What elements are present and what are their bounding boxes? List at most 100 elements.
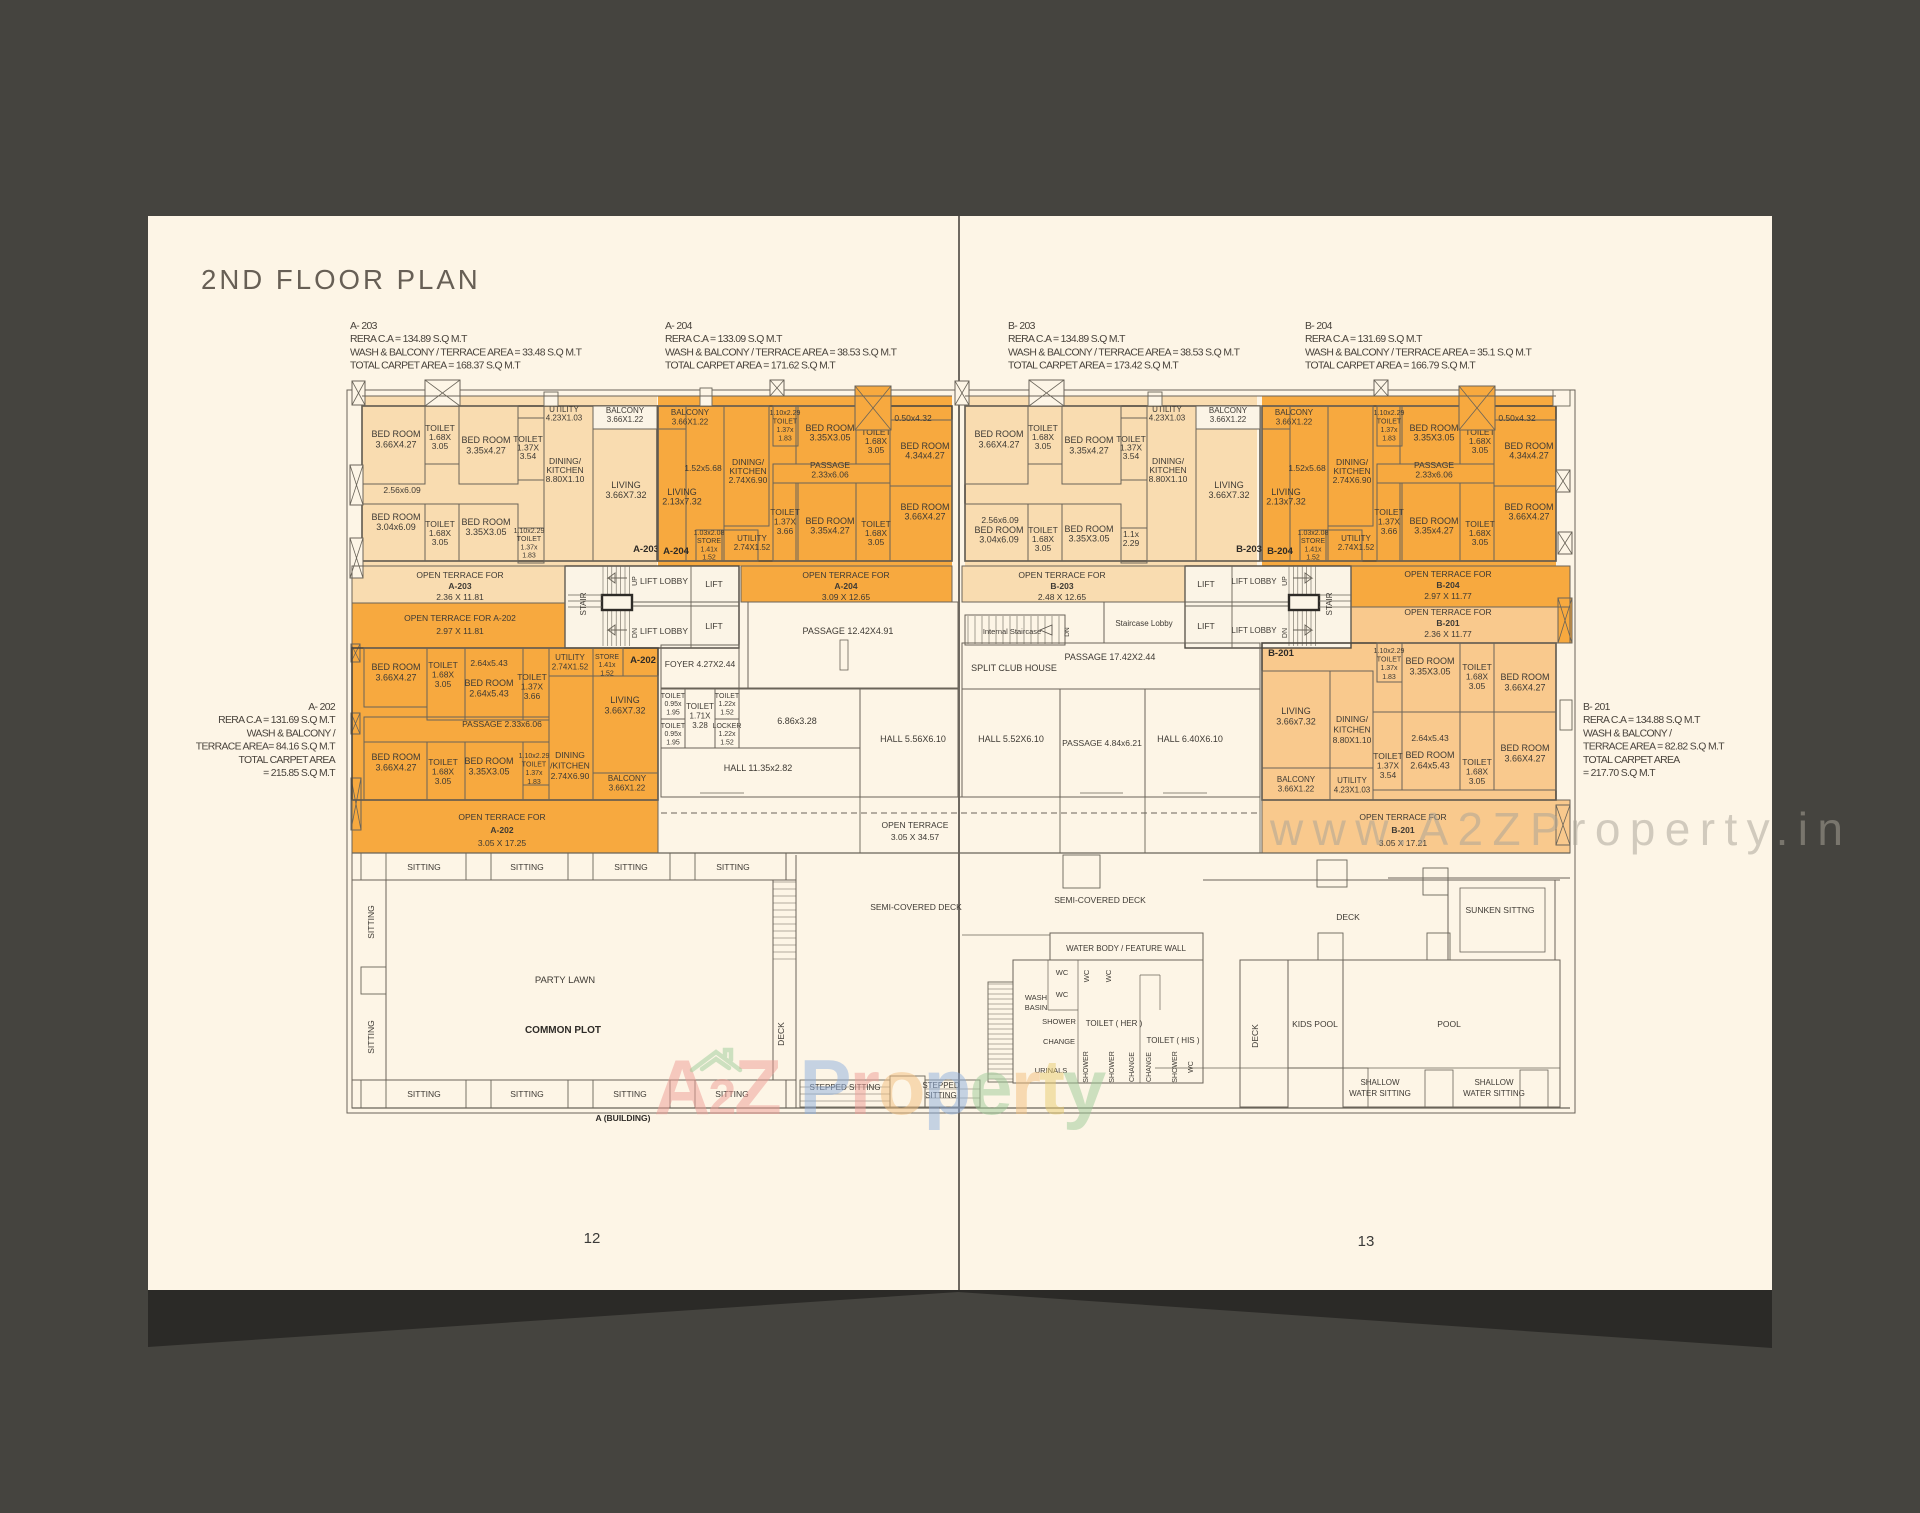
svg-text:2.36 X 11.77: 2.36 X 11.77 (1424, 629, 1472, 639)
svg-text:1.83: 1.83 (522, 553, 536, 560)
svg-text:TOILET: TOILET (1465, 427, 1495, 437)
svg-text:3.35X3.05: 3.35X3.05 (465, 527, 506, 537)
svg-text:TOILET: TOILET (715, 693, 740, 700)
svg-text:3.05: 3.05 (1469, 681, 1486, 691)
svg-text:3.66: 3.66 (777, 526, 794, 536)
svg-text:A-204: A-204 (834, 581, 857, 591)
svg-text:1.68X: 1.68X (432, 767, 455, 777)
svg-text:OPEN TERRACE FOR: OPEN TERRACE FOR (1404, 607, 1491, 617)
svg-text:3.35X3.05: 3.35X3.05 (1068, 534, 1109, 544)
svg-text:1.68X: 1.68X (865, 528, 888, 538)
svg-text:UTILITY: UTILITY (549, 405, 579, 414)
svg-text:TOTAL CARPET AREA = 166.79 S.Q: TOTAL CARPET AREA = 166.79 S.Q M.T (1305, 361, 1476, 372)
svg-text:OPEN TERRACE: OPEN TERRACE (882, 820, 949, 830)
svg-text:= 217.70 S.Q M.T: = 217.70 S.Q M.T (1583, 768, 1656, 779)
svg-text:B-201: B-201 (1268, 648, 1295, 659)
svg-text:OPEN TERRACE FOR A-202: OPEN TERRACE FOR A-202 (404, 613, 516, 623)
svg-text:2.56x6.09: 2.56x6.09 (383, 485, 421, 495)
svg-text:WC: WC (1056, 968, 1069, 977)
svg-text:3.05: 3.05 (432, 537, 449, 547)
svg-text:LOCKER: LOCKER (713, 723, 742, 730)
svg-text:1.37X: 1.37X (521, 682, 544, 692)
svg-text:TOILET: TOILET (428, 757, 458, 767)
svg-text:A-202: A-202 (630, 655, 656, 666)
svg-text:WASH & BALCONY / TERRACE AREA: WASH & BALCONY / TERRACE AREA = 33.48 S.… (350, 347, 583, 358)
svg-text:3.66X4.27: 3.66X4.27 (375, 763, 416, 773)
svg-text:UTILITY: UTILITY (1337, 776, 1367, 785)
svg-text:KITCHEN: KITCHEN (1149, 465, 1186, 475)
svg-text:PASSAGE 4.84x6.21: PASSAGE 4.84x6.21 (1062, 738, 1142, 748)
svg-text:www.A2ZProperty.in: www.A2ZProperty.in (1269, 803, 1843, 855)
svg-text:BED ROOM: BED ROOM (900, 502, 949, 512)
svg-text:TOILET: TOILET (1028, 423, 1058, 433)
svg-text:3.66X4.27: 3.66X4.27 (1504, 683, 1545, 693)
svg-text:1.03x2.08: 1.03x2.08 (1298, 530, 1329, 537)
svg-text:1.68X: 1.68X (432, 670, 455, 680)
svg-text:BASIN: BASIN (1025, 1003, 1048, 1012)
svg-text:3.04x6.09: 3.04x6.09 (376, 522, 416, 532)
svg-text:TOTAL CARPET AREA = 168.37 S.Q: TOTAL CARPET AREA = 168.37 S.Q M.T (350, 361, 521, 372)
svg-text:Staircase Lobby: Staircase Lobby (1115, 619, 1172, 628)
svg-text:TERRACE AREA= 84.16 S.Q M.T: TERRACE AREA= 84.16 S.Q M.T (196, 742, 337, 753)
svg-text:BALCONY: BALCONY (671, 408, 710, 417)
svg-text:1.1x: 1.1x (1123, 529, 1140, 539)
svg-text:RERA C.A = 131.69 S.Q M.T: RERA C.A = 131.69 S.Q M.T (1305, 334, 1423, 345)
svg-text:0.50x4.32: 0.50x4.32 (894, 413, 932, 423)
svg-text:DINING/: DINING/ (1336, 714, 1369, 724)
svg-text:BED ROOM: BED ROOM (1504, 441, 1553, 451)
svg-text:B-204: B-204 (1267, 546, 1294, 557)
svg-text:3.05: 3.05 (1472, 445, 1489, 455)
svg-text:RERA C.A = 131.69 S.Q M.T: RERA C.A = 131.69 S.Q M.T (218, 715, 336, 726)
svg-text:2.97 X 11.77: 2.97 X 11.77 (1424, 591, 1472, 601)
svg-text:TOILET: TOILET (513, 434, 543, 444)
svg-text:1.37x: 1.37x (1380, 427, 1398, 434)
svg-text:SHOWER: SHOWER (1083, 1051, 1090, 1083)
svg-text:BED ROOM: BED ROOM (1504, 502, 1553, 512)
svg-text:STAIR: STAIR (1325, 592, 1334, 615)
svg-text:TOILET ( HER ): TOILET ( HER ) (1086, 1019, 1143, 1028)
svg-text:1.83: 1.83 (527, 779, 541, 786)
svg-text:1.68X: 1.68X (1032, 432, 1055, 442)
svg-text:LIFT LOBBY: LIFT LOBBY (640, 576, 688, 586)
svg-text:1.10x2.29: 1.10x2.29 (519, 753, 550, 760)
svg-text:3.05 X 17.25: 3.05 X 17.25 (478, 838, 526, 848)
svg-text:2.33x6.06: 2.33x6.06 (1415, 470, 1453, 480)
svg-text:1.52: 1.52 (702, 555, 716, 562)
svg-text:SITTING: SITTING (614, 862, 648, 872)
svg-text:BALCONY: BALCONY (1275, 408, 1314, 417)
svg-text:B-201: B-201 (1436, 618, 1459, 628)
svg-text:A-203: A-203 (633, 544, 659, 555)
svg-text:1.83: 1.83 (1382, 674, 1396, 681)
svg-text:2.64x5.43: 2.64x5.43 (470, 658, 508, 668)
svg-text:3.66X1.22: 3.66X1.22 (607, 415, 644, 424)
svg-text:RERA C.A = 133.09 S.Q M.T: RERA C.A = 133.09 S.Q M.T (665, 334, 783, 345)
svg-text:1.37x: 1.37x (520, 544, 538, 551)
svg-text:TOILET: TOILET (686, 702, 714, 711)
svg-text:BED ROOM: BED ROOM (1064, 435, 1113, 445)
svg-text:3.05: 3.05 (1472, 537, 1489, 547)
svg-text:4.34x4.27: 4.34x4.27 (905, 451, 945, 461)
svg-text:WASH & BALCONY / TERRACE AREA: WASH & BALCONY / TERRACE AREA = 38.53 S.… (1008, 347, 1241, 358)
svg-text:1.68X: 1.68X (1466, 767, 1489, 777)
svg-text:1.68X: 1.68X (429, 432, 452, 442)
svg-text:BED ROOM: BED ROOM (461, 517, 510, 527)
svg-text:1.22x: 1.22x (718, 701, 736, 708)
svg-text:BED ROOM: BED ROOM (974, 429, 1023, 439)
svg-text:1.68X: 1.68X (1032, 534, 1055, 544)
svg-text:TOILET: TOILET (861, 427, 891, 437)
svg-text:TOILET: TOILET (428, 660, 458, 670)
svg-text:BALCONY: BALCONY (1209, 406, 1248, 415)
svg-text:3.05: 3.05 (868, 537, 885, 547)
svg-text:3.05: 3.05 (435, 679, 452, 689)
svg-text:A- 203: A- 203 (350, 321, 378, 332)
svg-text:TOILET: TOILET (661, 693, 686, 700)
svg-text:3.04x6.09: 3.04x6.09 (979, 535, 1019, 545)
svg-text:WATER SITTING: WATER SITTING (1349, 1089, 1411, 1098)
svg-text:2.64x5.43: 2.64x5.43 (469, 689, 509, 699)
svg-text:WC: WC (1082, 969, 1091, 982)
svg-text:OPEN TERRACE FOR: OPEN TERRACE FOR (1404, 569, 1491, 579)
svg-text:KITCHEN: KITCHEN (546, 465, 583, 475)
svg-text:BED ROOM: BED ROOM (1409, 516, 1458, 526)
svg-text:B-203: B-203 (1236, 544, 1262, 555)
svg-text:2.64x5.43: 2.64x5.43 (1411, 733, 1449, 743)
